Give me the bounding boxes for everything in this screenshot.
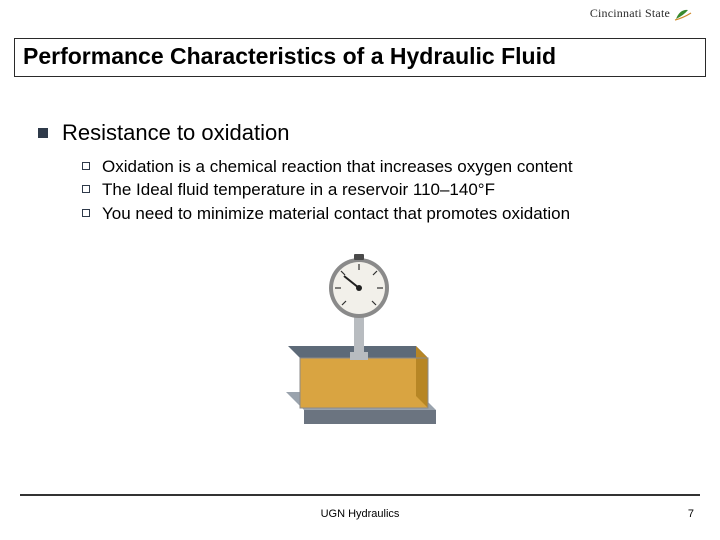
open-square-bullet-icon — [82, 185, 90, 193]
list-item: You need to minimize material contact th… — [82, 203, 678, 224]
body: Resistance to oxidation Oxidation is a c… — [38, 120, 678, 226]
square-bullet-icon — [38, 128, 48, 138]
bullet-level1: Resistance to oxidation — [38, 120, 678, 146]
level2-list: Oxidation is a chemical reaction that in… — [82, 156, 678, 224]
level1-heading: Resistance to oxidation — [62, 120, 289, 146]
open-square-bullet-icon — [82, 162, 90, 170]
open-square-bullet-icon — [82, 209, 90, 217]
title-box: Performance Characteristics of a Hydraul… — [14, 38, 706, 77]
page-number: 7 — [688, 508, 694, 520]
footer-rule — [20, 494, 700, 496]
list-item: Oxidation is a chemical reaction that in… — [82, 156, 678, 177]
reservoir-gauge-illustration — [268, 242, 448, 442]
list-item: The Ideal fluid temperature in a reservo… — [82, 179, 678, 200]
list-item-text: Oxidation is a chemical reaction that in… — [102, 156, 573, 177]
logo-text: Cincinnati State — [590, 6, 670, 21]
list-item-text: The Ideal fluid temperature in a reservo… — [102, 179, 495, 200]
list-item-text: You need to minimize material contact th… — [102, 203, 570, 224]
logo: Cincinnati State — [590, 6, 692, 21]
slide: Cincinnati State Performance Characteris… — [0, 0, 720, 540]
footer-text: UGN Hydraulics — [0, 508, 720, 520]
page-title: Performance Characteristics of a Hydraul… — [23, 43, 697, 70]
leaf-icon — [674, 7, 692, 21]
